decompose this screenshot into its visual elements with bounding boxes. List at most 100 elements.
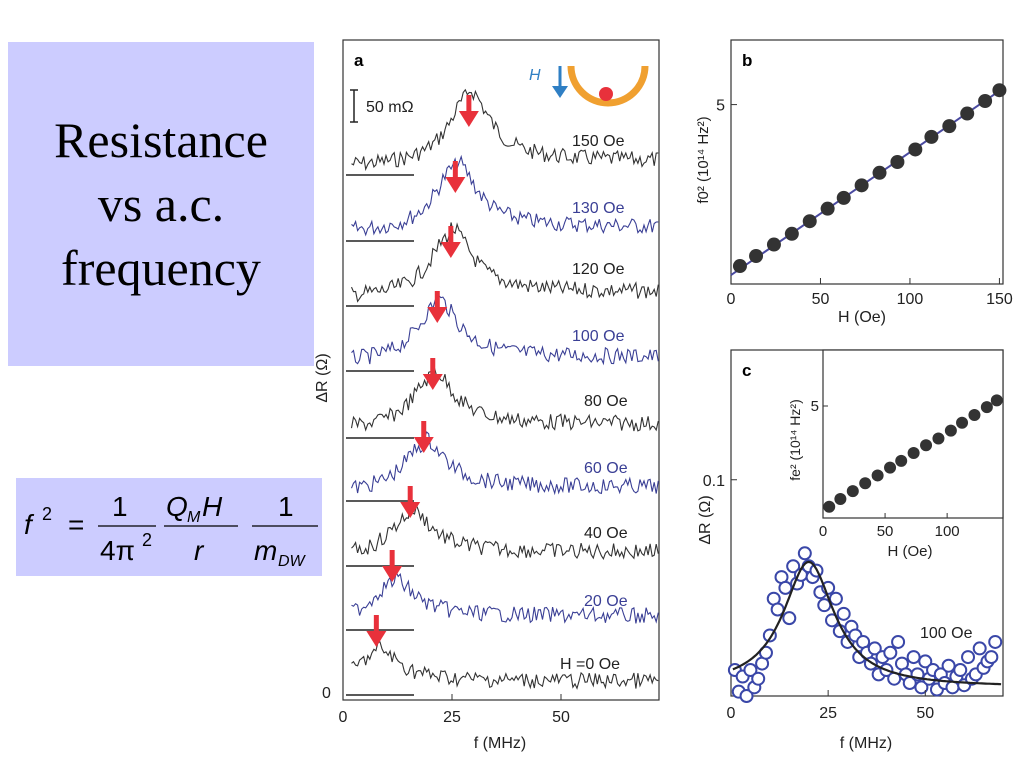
peak-arrow-icon (445, 177, 466, 193)
b-data-point (978, 94, 993, 108)
b-data-point (854, 178, 869, 193)
c-data-point (906, 650, 921, 665)
b-data-point (749, 249, 764, 264)
trace-40-oe: 40 Oe (346, 486, 659, 567)
b-xtick-label: 0 (727, 291, 736, 308)
a-xtick-50: 50 (552, 709, 570, 726)
a-xtick-25: 25 (443, 709, 461, 726)
a-xtick-0: 0 (339, 709, 348, 726)
panel-b-label: b (742, 51, 752, 70)
panel-a: a 50 mΩ H 150 Oe 130 Oe 120 Oe 100 Oe 80 Oe 6… (314, 39, 660, 752)
frac3-den: m (254, 535, 277, 566)
trace-100-oe: 100 Oe (346, 291, 659, 372)
traces-group: 150 Oe 130 Oe 120 Oe 100 Oe 80 Oe 60 Oe 40 Oe 2… (346, 88, 659, 696)
c-data-point (778, 580, 793, 595)
c-inset-data-point (895, 454, 908, 467)
c-inset-xtick-label: 50 (877, 523, 894, 540)
c-data-point (891, 634, 906, 649)
c-xtick-label: 25 (819, 705, 837, 722)
peak-arrow-icon (413, 437, 434, 453)
trace-line (351, 88, 659, 172)
c-data-point (828, 591, 843, 606)
panel-a-label: a (354, 51, 364, 70)
title-line-2: vs a.c. (97, 176, 225, 232)
c-ytick-label: 0.1 (703, 473, 725, 490)
peak-arrow-icon (366, 631, 387, 647)
title-line-3: frequency (61, 240, 261, 296)
c-ylabel: ΔR (Ω) (697, 495, 714, 544)
panel-b: b 0 50 100 150 5 f0² (10¹⁴ Hz²) H (Oe) (695, 39, 1013, 326)
c-data-point (867, 641, 882, 656)
c-data-point (883, 645, 898, 660)
b-data-point (924, 129, 939, 144)
peak-arrow-icon (427, 307, 448, 323)
b-ytick-label: 5 (716, 98, 725, 115)
scale-bar: 50 mΩ (350, 89, 414, 123)
c-data-point (918, 654, 933, 669)
b-data-point (732, 259, 747, 274)
c-inset-data-point (823, 500, 836, 513)
c-data-point (941, 658, 956, 673)
trace-line (351, 570, 659, 624)
c-inset-ylabel: fe² (10¹⁴ Hz²) (787, 399, 803, 480)
c-data-point (758, 645, 773, 660)
frac2-denominator: r (194, 535, 205, 566)
panel-a-frame (342, 39, 660, 701)
slide-title-box: Resistance vs a.c. frequency (8, 42, 314, 366)
b-xtick-label: 50 (812, 291, 830, 308)
a-ylabel: ΔR (Ω) (314, 353, 331, 402)
c-data-point (953, 663, 968, 678)
title-line-1: Resistance (54, 112, 268, 168)
c-inset-data-point (968, 408, 981, 421)
a-xlabel: f (MHz) (474, 735, 526, 752)
trace-label: 120 Oe (572, 261, 625, 278)
panel-c: c 0 25 50 0.1 ΔR (Ω) f (MHz) 100 Oe 0 50 100 5… (697, 349, 1004, 752)
peak-arrow-icon (382, 566, 403, 582)
b-data-point (820, 201, 835, 216)
c-data-point (988, 634, 1003, 649)
c-inset-data-point (944, 424, 957, 437)
b-data-point (960, 106, 975, 121)
c-inset-data-point (834, 492, 847, 505)
c-inset-frame (822, 349, 1004, 519)
frac2-q: Q (166, 491, 188, 522)
inset-schematic: H (529, 65, 649, 107)
trace-line (351, 641, 659, 690)
trace-label: 130 Oe (572, 200, 625, 217)
b-data-point (890, 155, 905, 169)
peak-arrow-icon (400, 502, 421, 518)
c-annotation: 100 Oe (920, 625, 973, 642)
c-inset-data-point (871, 469, 884, 482)
inset-h-label: H (529, 67, 541, 84)
formula-lhs: f (24, 509, 35, 540)
b-data-point (802, 214, 817, 229)
c-inset-xtick-label: 0 (819, 523, 827, 540)
b-data-point (872, 165, 887, 180)
c-data-point (739, 689, 754, 703)
c-data-point (797, 546, 812, 561)
trace-line (350, 367, 659, 432)
trace-label: 100 Oe (572, 328, 625, 345)
c-inset-data-point (907, 447, 920, 460)
c-data-point (743, 663, 758, 678)
trace-line (351, 154, 659, 237)
c-xlabel: f (MHz) (840, 735, 892, 752)
c-fit-curve (732, 560, 1002, 686)
b-data-point (992, 83, 1007, 98)
panel-c-label: c (742, 361, 751, 380)
c-inset-data-point (884, 461, 897, 474)
c-inset-data-point (932, 432, 945, 445)
scale-bar-label: 50 mΩ (366, 99, 414, 116)
trace-line (350, 431, 659, 496)
c-inset-ytick-label: 5 (811, 398, 819, 415)
trace-line (350, 222, 659, 303)
frac2-h: H (202, 491, 223, 522)
c-inset-xlabel: H (Oe) (888, 543, 933, 560)
c-inset-data-point (990, 394, 1003, 407)
c-data-point (961, 650, 976, 665)
formula-box: f 2 = 1 4π 2 Q M H r 1 m DW (16, 478, 322, 576)
c-inset-data-point (846, 485, 859, 498)
panel-b-plot: 0 50 100 150 5 (716, 83, 1013, 308)
trace-80-oe: 80 Oe (346, 358, 659, 439)
